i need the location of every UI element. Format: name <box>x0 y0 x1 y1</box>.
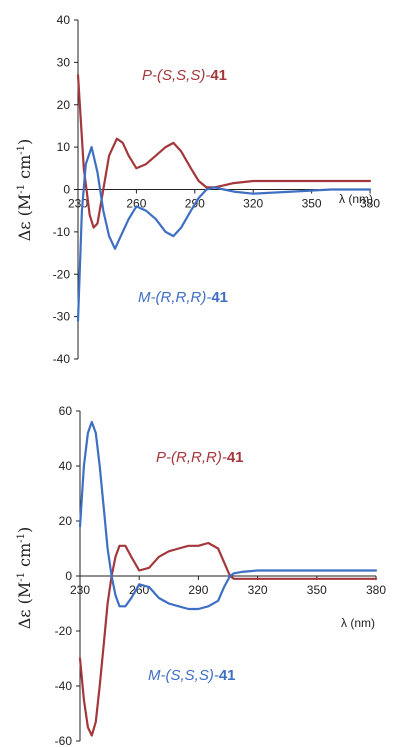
series-label: M-(S,S,S)-41 <box>148 667 236 684</box>
y-tick-label: -40 <box>55 679 73 693</box>
y-axis-label-part: cm <box>15 155 34 184</box>
series-label: M-(R,R,R)-41 <box>138 289 228 306</box>
y-axis-label: Δε (M-1 cm-1) <box>15 139 34 242</box>
y-axis-label-part: (M <box>15 194 34 222</box>
y-tick-label: 0 <box>65 569 72 583</box>
x-tick-label: 380 <box>360 197 380 211</box>
series-label-number: 41 <box>211 289 228 306</box>
y-axis-label-part: ) <box>15 139 34 145</box>
series-line-red <box>76 74 372 229</box>
y-tick-label: 10 <box>57 140 71 154</box>
x-tick-label: 230 <box>68 197 88 211</box>
x-axis-label: λ (nm) <box>341 616 375 630</box>
y-axis-label-superscript: -1 <box>16 145 27 155</box>
series-label-prefix: M-(R,R,R)- <box>138 289 211 306</box>
y-axis-label-superscript: -1 <box>16 184 27 194</box>
y-axis-label-superscript: -1 <box>16 533 27 543</box>
y-axis-label-part: Δε <box>15 221 34 241</box>
y-tick-label: -40 <box>53 352 71 366</box>
series-label: P-(R,R,R)-41 <box>156 449 244 466</box>
x-tick-label: 320 <box>243 197 263 211</box>
y-axis-label-superscript: -1 <box>16 572 27 582</box>
x-axis-label: λ (nm) <box>339 192 373 206</box>
series-label-number: 41 <box>227 449 244 466</box>
series-label-prefix: M-(S,S,S)- <box>148 667 219 684</box>
y-axis-label: Δε (M-1 cm-1) <box>15 527 34 630</box>
y-tick-label: 60 <box>59 404 73 418</box>
y-tick-label: 40 <box>57 13 71 27</box>
x-tick-label: 320 <box>248 583 268 597</box>
x-tick-label: 350 <box>307 583 327 597</box>
y-tick-label: -20 <box>53 267 71 281</box>
series-label-number: 41 <box>219 667 236 684</box>
y-axis-label-part: ) <box>15 527 34 533</box>
series-line-red <box>78 541 378 737</box>
y-tick-label: 20 <box>57 98 71 112</box>
series-label: P-(S,S,S)-41 <box>142 67 227 84</box>
y-tick-label: -30 <box>53 310 71 324</box>
x-tick-label: 380 <box>366 583 386 597</box>
series-label-prefix: P-(S,S,S)- <box>142 67 210 84</box>
y-axis-label-part: (M <box>15 582 34 610</box>
y-tick-label: -20 <box>55 624 73 638</box>
y-tick-label: 20 <box>59 514 73 528</box>
y-tick-label: 0 <box>63 183 70 197</box>
y-tick-label: 40 <box>59 459 73 473</box>
y-tick-label: -10 <box>53 225 71 239</box>
x-tick-label: 290 <box>188 583 208 597</box>
x-tick-label: 350 <box>302 197 322 211</box>
series-line-blue <box>76 146 372 322</box>
y-tick-label: 30 <box>57 55 71 69</box>
series-label-prefix: P-(R,R,R)- <box>156 449 227 466</box>
y-axis-label-part: Δε <box>15 609 34 629</box>
y-tick-label: -60 <box>55 734 73 747</box>
x-tick-label: 230 <box>70 583 90 597</box>
series-line-blue <box>78 420 378 611</box>
y-axis-label-part: cm <box>15 543 34 572</box>
series-label-number: 41 <box>210 67 227 84</box>
x-tick-label: 260 <box>126 197 146 211</box>
